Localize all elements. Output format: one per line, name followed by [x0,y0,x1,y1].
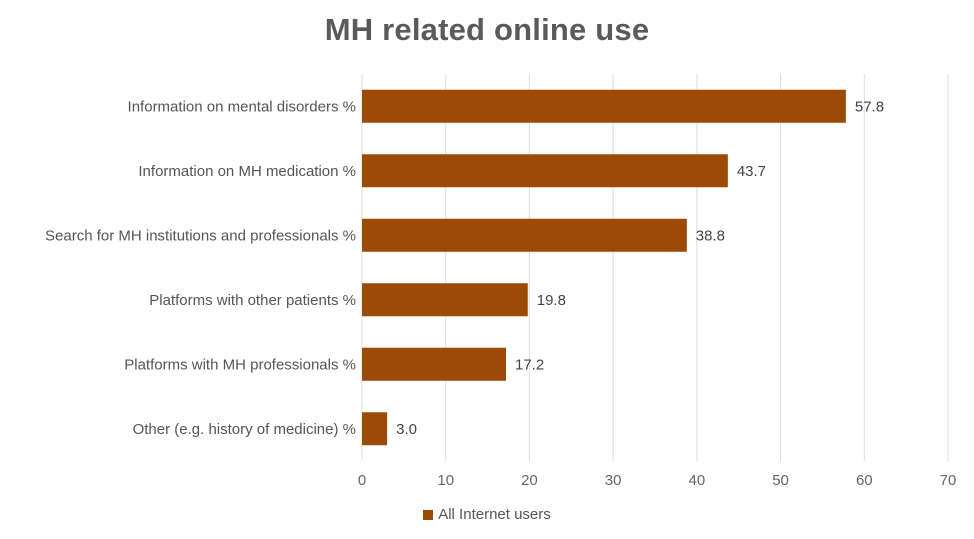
category-label-3: Platforms with other patients % [149,292,356,309]
bars [362,89,846,446]
x-tick-label-70: 70 [940,472,957,489]
bar-0 [362,89,846,123]
bar-2 [362,218,687,252]
x-tick-label-20: 20 [521,472,538,489]
category-label-2: Search for MH institutions and professio… [45,227,356,244]
category-label-0: Information on mental disorders % [128,98,356,115]
legend-label: All Internet users [438,506,551,523]
x-tick-label-40: 40 [689,472,706,489]
chart-title: MH related online use [324,12,650,47]
bar-1 [362,154,728,188]
gridlines [361,74,949,461]
category-labels: Information on mental disorders % Informa… [45,98,356,438]
data-label-2: 38.8 [696,227,725,244]
bar-5 [362,412,388,446]
bar-4 [362,347,506,381]
x-axis-ticks: 0 10 20 30 40 50 60 70 [358,472,957,489]
data-labels: 57.8 43.7 38.8 19.8 17.2 3.0 [396,98,884,438]
x-tick-label-60: 60 [856,472,873,489]
data-label-1: 43.7 [737,163,766,180]
x-tick-label-30: 30 [605,472,622,489]
category-label-5: Other (e.g. history of medicine) % [133,421,356,438]
x-tick-label-10: 10 [437,472,454,489]
data-label-4: 17.2 [515,356,544,373]
category-label-4: Platforms with MH professionals % [124,356,356,373]
data-label-3: 19.8 [537,292,566,309]
legend: All Internet users [0,506,974,523]
legend-swatch [423,510,434,520]
data-label-0: 57.8 [855,98,884,115]
bar-3 [362,283,528,317]
x-tick-label-50: 50 [772,472,789,489]
data-label-5: 3.0 [396,421,417,438]
x-tick-label-0: 0 [358,472,366,489]
category-label-1: Information on MH medication % [138,163,356,180]
